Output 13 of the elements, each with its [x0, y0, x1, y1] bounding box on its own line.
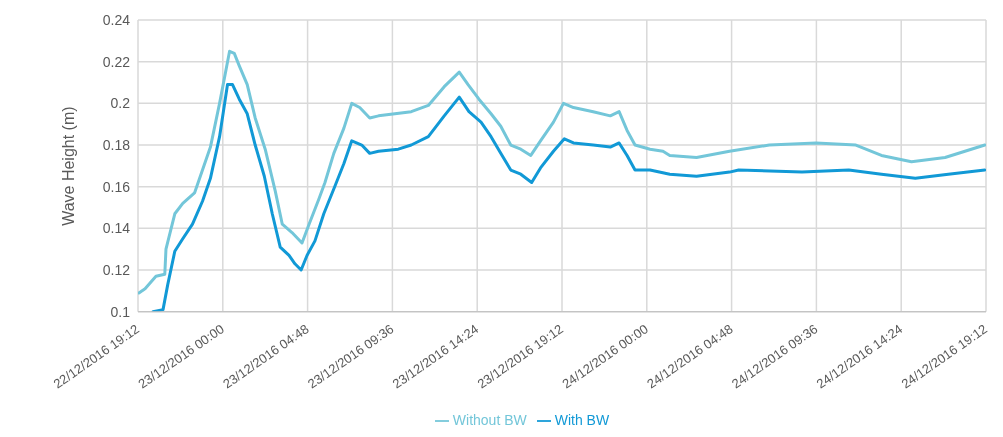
y-tick-label: 0.14 — [102, 220, 131, 237]
y-tick-label: 0.12 — [102, 262, 131, 278]
legend-label: Without BW — [452, 411, 527, 428]
y-tick-label: 0.2 — [110, 95, 131, 112]
legend-label: With BW — [554, 411, 610, 428]
line-series — [151, 83, 986, 312]
y-tick-label: 0.1 — [110, 303, 131, 320]
line-series — [138, 49, 986, 295]
y-tick-label: 0.16 — [102, 178, 131, 195]
y-tick-label: 0.22 — [102, 53, 131, 70]
y-tick-label: 0.24 — [102, 11, 131, 28]
y-axis-title: Wave Height (m) — [59, 106, 77, 226]
y-tick-label: 0.18 — [102, 136, 131, 153]
